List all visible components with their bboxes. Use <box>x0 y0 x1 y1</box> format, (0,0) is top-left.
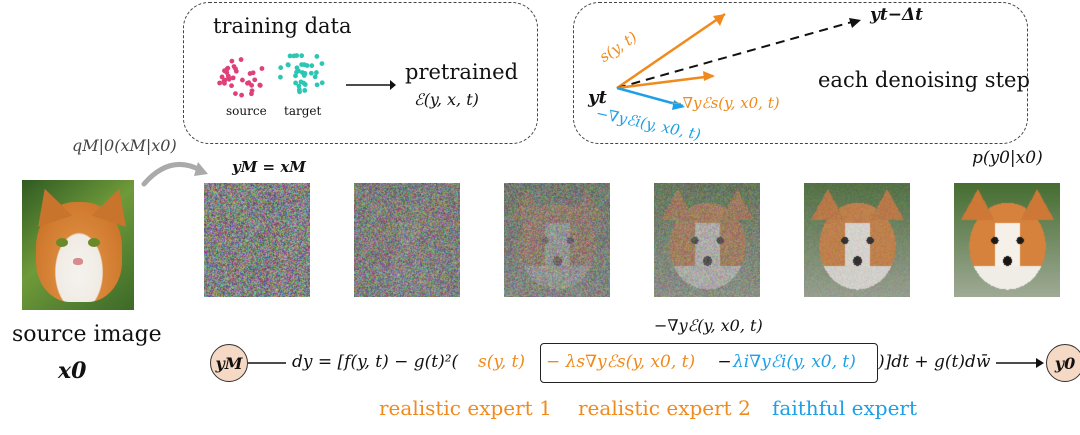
cluster-dot <box>294 69 299 75</box>
forward-process-label: qM|0(xM|x0) <box>72 136 177 155</box>
pretrain-arrow <box>346 80 396 90</box>
cluster-dot <box>278 74 283 80</box>
target-distribution-label: p(y0|x0) <box>972 148 1043 168</box>
cluster-dot <box>226 75 231 81</box>
target-cluster-label: target <box>284 104 322 118</box>
start-node: yM <box>210 344 248 382</box>
initial-noise-label: yM = xM <box>232 158 306 176</box>
cluster-dot <box>294 53 300 58</box>
cluster-dot <box>217 80 223 86</box>
sde-minus-sign: − <box>712 352 738 372</box>
cluster-dot <box>294 65 300 71</box>
sde-score-term: s(y, t) <box>478 352 525 372</box>
cluster-dot <box>229 58 235 64</box>
sde-faithful-grad-term: λi∇yℰi(y, x0, t) <box>733 352 856 372</box>
cluster-dot <box>240 77 245 83</box>
cluster-dot <box>278 65 284 71</box>
cluster-dot <box>229 83 234 89</box>
cluster-dot <box>296 83 302 89</box>
training-data-clusters <box>217 53 325 98</box>
faithful-expert-label: faithful expert <box>772 396 918 420</box>
cluster-dot <box>222 77 228 83</box>
cluster-dot <box>313 70 319 75</box>
cluster-dot <box>219 74 225 80</box>
source-cat-image <box>22 180 134 310</box>
training-data-box <box>183 2 538 144</box>
cluster-dot <box>309 63 315 69</box>
source-cluster-label: source <box>226 104 267 118</box>
cluster-dot <box>225 65 231 71</box>
expert-gradient-box <box>540 343 878 383</box>
realistic-gradient-label: −∇yℰs(y, x0, t) <box>670 94 780 112</box>
output-dog-image <box>954 183 1060 297</box>
start-connector <box>248 362 286 364</box>
denoising-step-box <box>573 2 1028 144</box>
cluster-dot <box>299 70 305 75</box>
pretrained-label: pretrained <box>405 60 519 84</box>
cluster-dot <box>259 66 265 71</box>
cluster-dot <box>249 82 255 88</box>
cluster-dot <box>301 80 307 86</box>
energy-function: ℰ(y, x, t) <box>414 90 479 109</box>
cluster-dot <box>230 75 236 81</box>
cluster-dot <box>285 62 291 68</box>
denoise-tile-5 <box>804 183 910 297</box>
denoise-tile-3 <box>504 183 610 297</box>
cluster-dot <box>238 57 244 62</box>
realistic-expert-1-label: realistic expert 1 <box>379 396 552 420</box>
denoise-tile-2 <box>354 183 460 297</box>
cluster-dot <box>297 89 302 95</box>
denoise-tile-4 <box>654 183 760 297</box>
cluster-dot <box>314 54 320 59</box>
cluster-dot <box>233 91 238 97</box>
total-gradient-label: −∇yℰ(y, x0, t) <box>654 316 763 335</box>
cluster-dot <box>301 62 307 68</box>
y-t-label: yt <box>588 87 607 108</box>
cluster-dot <box>250 70 256 76</box>
cluster-dot <box>245 80 250 86</box>
cluster-dot <box>319 80 325 86</box>
cluster-dot <box>252 77 258 83</box>
realistic-expert-2-label: realistic expert 2 <box>578 396 751 420</box>
denoising-step-caption: each denoising step <box>818 68 1030 92</box>
sde-equation-end: )]dt + g(t)dw̄ <box>878 352 991 372</box>
cluster-dot <box>293 73 298 79</box>
sde-realistic-grad-term: − λs∇yℰs(y, x0, t) <box>546 352 696 372</box>
cluster-dot <box>314 82 320 88</box>
denoise-tile-1 <box>204 183 310 297</box>
sde-equation-part1: dy = [f(y, t) − g(t)²( <box>292 352 459 372</box>
cluster-dot <box>302 88 308 93</box>
cluster-dot <box>308 70 314 76</box>
cluster-dot <box>257 83 263 88</box>
cluster-dot <box>231 64 237 69</box>
end-node: y0 <box>1046 344 1080 382</box>
cluster-dot <box>239 92 245 98</box>
vector-diagram <box>616 12 861 110</box>
source-image-label: source image <box>12 322 162 347</box>
cluster-dot <box>249 88 255 94</box>
y-next-label: yt−Δt <box>870 5 924 25</box>
cluster-dot <box>319 61 325 67</box>
cluster-dot <box>299 53 305 59</box>
source-image-variable: x0 <box>58 358 87 384</box>
cluster-dot <box>293 80 298 86</box>
end-arrow <box>996 358 1044 368</box>
cluster-dot <box>224 70 230 75</box>
cluster-dot <box>287 53 293 59</box>
training-data-title: training data <box>213 14 352 38</box>
cluster-dot <box>312 74 318 80</box>
forward-process-arrow <box>141 161 208 187</box>
